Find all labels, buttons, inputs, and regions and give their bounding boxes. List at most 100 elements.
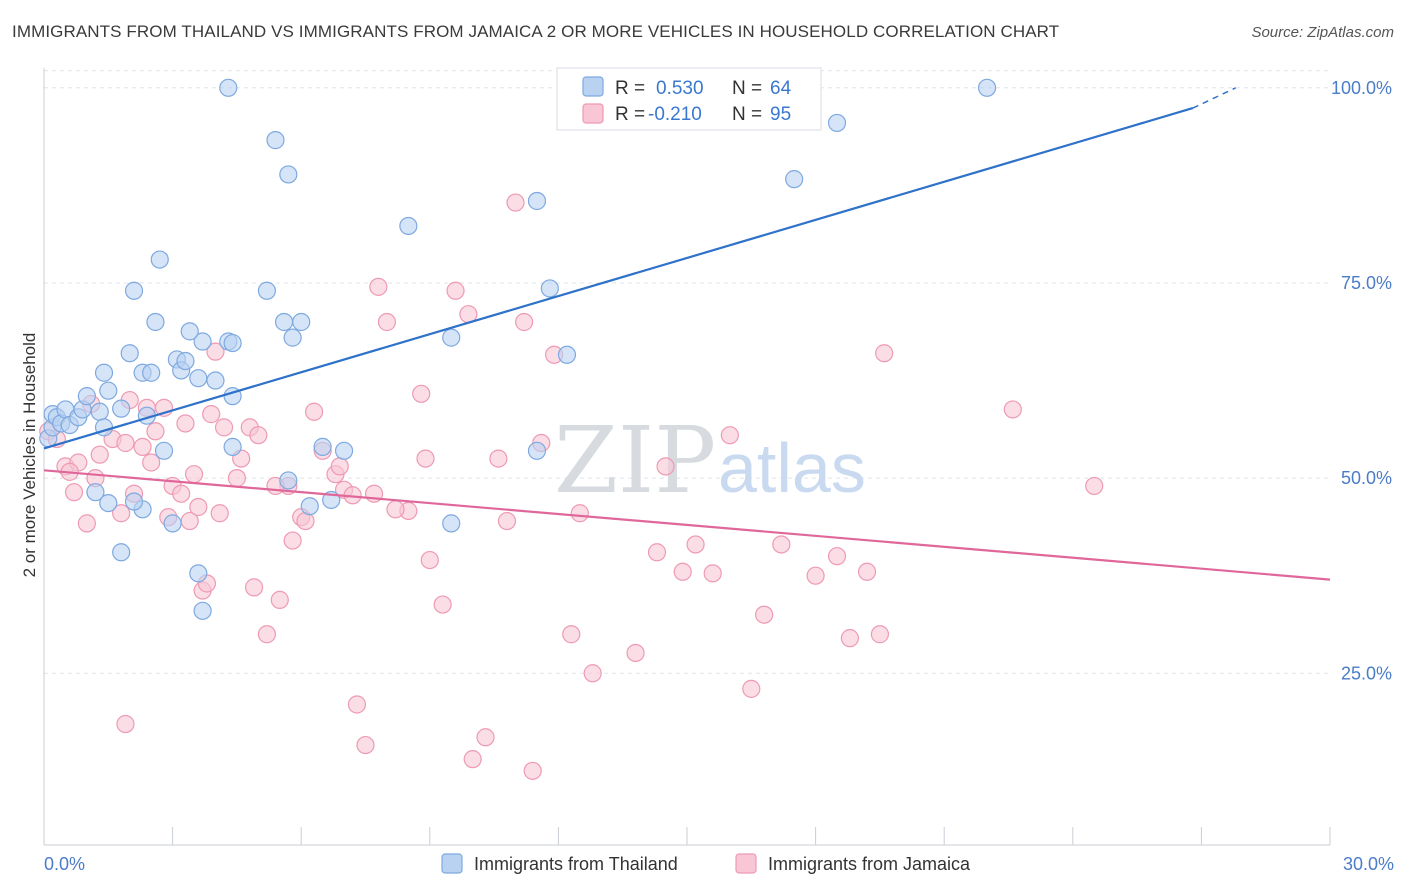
thailand-point [142, 363, 161, 382]
thailand-point [827, 113, 847, 133]
thailand-point [154, 441, 174, 460]
jamaica-point [416, 449, 435, 468]
jamaica-point [562, 625, 581, 644]
thailand-point [146, 312, 165, 332]
thailand-point [442, 328, 461, 347]
thailand-point [176, 351, 195, 371]
jamaica-point [840, 629, 859, 648]
y-tick-label: 100.0% [1331, 78, 1392, 98]
thailand-point [977, 78, 997, 97]
jamaica-point [249, 426, 268, 445]
jamaica-point [210, 504, 229, 523]
thailand-point [279, 471, 298, 490]
jamaica-point [116, 433, 135, 453]
jamaica-point [806, 566, 825, 585]
jamaica-point [142, 453, 161, 472]
bottom-legend-swatch-jamaica [735, 853, 757, 874]
jamaica-point [772, 535, 791, 554]
thailand-point [527, 191, 547, 211]
jamaica-point [176, 414, 195, 433]
jamaica-point [270, 590, 289, 609]
jamaica-point [1003, 400, 1022, 419]
bottom-legend-swatch-thailand [441, 853, 463, 874]
thailand-point [219, 78, 238, 97]
thailand-point [274, 312, 294, 332]
x-tick-label-max: 30.0% [1343, 854, 1394, 874]
correlation-legend: R = 0.530 N = 64 R = -0.210 N = 95 [556, 67, 822, 131]
thailand-point [180, 322, 199, 341]
thailand-point [223, 333, 242, 353]
jamaica-point [386, 500, 405, 519]
y-tick-label: 75.0% [1341, 273, 1392, 293]
jamaica-point [476, 728, 495, 747]
y-tick-label: 25.0% [1341, 663, 1392, 683]
jamaica-point [133, 437, 152, 456]
jamaica-point [377, 312, 397, 332]
thailand-point [86, 483, 105, 502]
jamaica-point [304, 402, 324, 421]
thailand-point [785, 170, 804, 189]
legend-n-label-jamaica: N = [732, 104, 762, 125]
jamaica-point [720, 426, 739, 445]
jamaica-point [1085, 476, 1104, 496]
jamaica-point [489, 449, 508, 468]
jamaica-point [446, 281, 465, 300]
thailand-point [94, 363, 114, 382]
jamaica-point [515, 312, 534, 332]
y-axis-label: 2 or more Vehicles in Household [20, 333, 39, 578]
jamaica-point [206, 342, 225, 361]
x-tick-label-min: 0.0% [44, 854, 85, 874]
thailand-points [39, 78, 997, 620]
thailand-point [527, 441, 547, 460]
thailand-point [442, 514, 461, 533]
thailand-point [557, 345, 577, 364]
thailand-point [283, 328, 302, 347]
bottom-legend-label-thailand: Immigrants from Thailand [474, 854, 678, 874]
source-label: Source: ZipAtlas.com [1251, 24, 1394, 41]
jamaica-point [369, 277, 388, 296]
legend-n-value-thailand: 64 [770, 78, 792, 99]
jamaica-point [523, 761, 542, 780]
thailand-point [334, 441, 354, 460]
jamaica-point [112, 504, 131, 523]
legend-r-label-thailand: R = [615, 78, 645, 99]
jamaica-point [172, 484, 191, 503]
legend-r-value-jamaica: -0.210 [648, 104, 702, 125]
jamaica-point [686, 535, 705, 554]
jamaica-point [283, 531, 302, 550]
jamaica-point [703, 564, 722, 583]
legend-swatch-thailand [582, 76, 604, 97]
jamaica-point [420, 550, 439, 570]
watermark-zip: ZIP [554, 407, 716, 514]
legend-n-value-jamaica: 95 [770, 104, 791, 125]
thailand-point [99, 493, 118, 513]
thailand-point [124, 492, 144, 511]
thailand-point [223, 437, 242, 456]
watermark: ZIP atlas [554, 407, 866, 514]
jamaica-point [227, 469, 246, 488]
thailand-point [163, 514, 182, 533]
legend-r-value-thailand: 0.530 [656, 78, 704, 99]
thailand-point [257, 281, 277, 300]
thailand-point [300, 497, 319, 516]
jamaica-point [647, 543, 667, 562]
jamaica-point [742, 679, 761, 698]
legend-swatch-jamaica [582, 103, 604, 124]
jamaica-point [77, 514, 96, 533]
jamaica-point [244, 578, 264, 597]
thailand-point [189, 369, 208, 388]
thailand-point [90, 402, 109, 421]
thailand-point [279, 165, 298, 184]
y-tick-labels: 25.0% 50.0% 75.0% 100.0% [1331, 78, 1392, 683]
jamaica-point [656, 457, 675, 476]
thailand-point [206, 371, 225, 390]
jamaica-point [583, 664, 602, 683]
jamaica-point [257, 625, 277, 644]
thailand-point [189, 564, 208, 583]
axes [43, 68, 1331, 846]
jamaica-point [330, 457, 349, 476]
thailand-point [266, 131, 285, 150]
thailand-point [292, 312, 311, 332]
thailand-point [77, 387, 96, 406]
